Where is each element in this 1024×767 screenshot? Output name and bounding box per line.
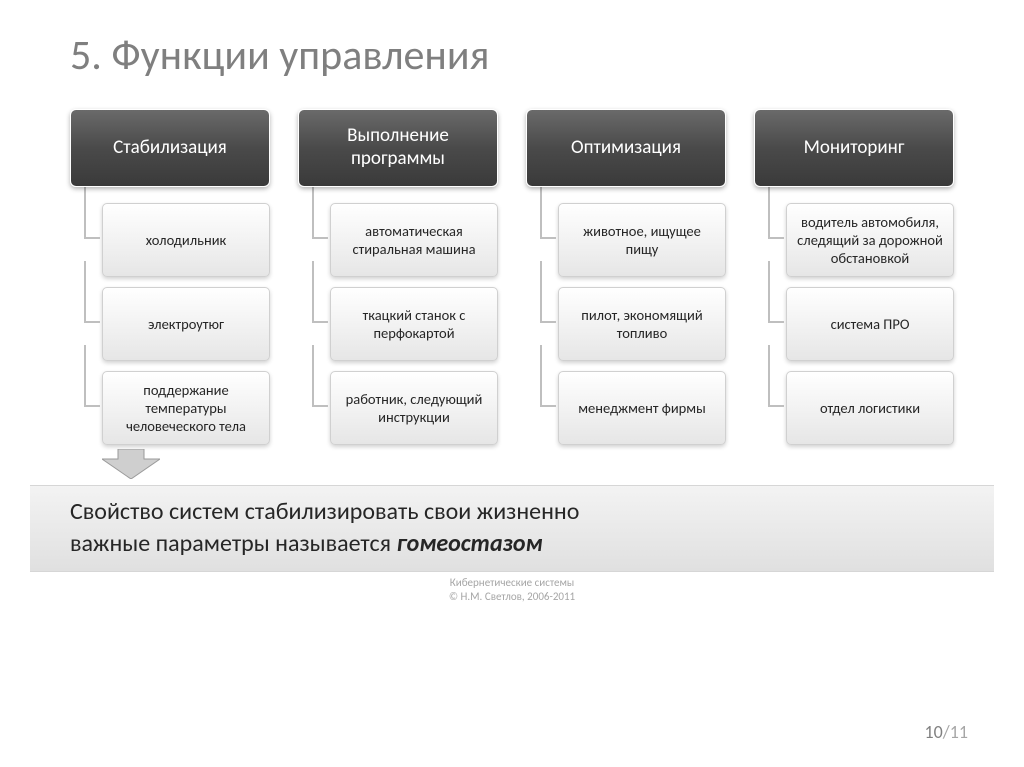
slide: 5. Функции управления Стабилизация холоди… <box>0 0 1024 479</box>
footer-definition: Свойство систем стабилизировать свои жиз… <box>30 485 994 572</box>
item-box: система ПРО <box>786 287 954 361</box>
footer-term: гомеостазом <box>396 529 542 558</box>
item-box: работник, следующий инструкции <box>330 371 498 445</box>
credit: Кибернетические системы © Н.М. Светлов, … <box>0 576 1024 605</box>
item-box: менеджмент фирмы <box>558 371 726 445</box>
item-box: животное, ищущее пищу <box>558 203 726 277</box>
item-row: электроутюг <box>84 287 270 361</box>
item-row: пилот, экономящий топливо <box>540 287 726 361</box>
arrow-down-icon <box>102 449 270 479</box>
connector-line <box>84 203 102 277</box>
column: Стабилизация холодильник электроутюг поддер… <box>70 109 270 479</box>
item-box: ткацкий станок с перфокартой <box>330 287 498 361</box>
item-row: холодильник <box>84 203 270 277</box>
connector-line <box>540 371 558 445</box>
column-header: Стабилизация <box>70 109 270 187</box>
connector-line <box>540 203 558 277</box>
item-box: холодильник <box>102 203 270 277</box>
item-box: поддержание температуры человеческого те… <box>102 371 270 445</box>
item-row: животное, ищущее пищу <box>540 203 726 277</box>
item-box: автоматическая стиральная машина <box>330 203 498 277</box>
credit-line-2: © Н.М. Светлов, 2006-2011 <box>449 590 575 603</box>
column-header: Выполнение программы <box>298 109 498 187</box>
column: Мониторинг водитель автомобиля, следящий … <box>754 109 954 479</box>
footer-text-2: важные параметры называется <box>70 529 396 558</box>
connector-line <box>312 371 330 445</box>
item-box: водитель автомобиля, следящий за дорожно… <box>786 203 954 277</box>
credit-line-1: Кибернетические системы <box>450 576 574 589</box>
item-box: отдел логистики <box>786 371 954 445</box>
page-total: /11 <box>943 721 968 743</box>
column: Выполнение программы автоматическая стира… <box>298 109 498 479</box>
item-box: электроутюг <box>102 287 270 361</box>
column-header: Мониторинг <box>754 109 954 187</box>
connector-line <box>768 203 786 277</box>
connector-line <box>768 371 786 445</box>
item-row: система ПРО <box>768 287 954 361</box>
item-row: водитель автомобиля, следящий за дорожно… <box>768 203 954 277</box>
diagram-columns: Стабилизация холодильник электроутюг поддер… <box>70 109 954 479</box>
column: Оптимизация животное, ищущее пищу пилот, э… <box>526 109 726 479</box>
page-current: 10 <box>925 721 943 743</box>
connector-line <box>768 287 786 361</box>
item-row: работник, следующий инструкции <box>312 371 498 445</box>
connector-line <box>84 371 102 445</box>
slide-title: 5. Функции управления <box>70 30 954 81</box>
item-row: поддержание температуры человеческого те… <box>84 371 270 445</box>
page-number: 10/11 <box>925 721 968 743</box>
item-row: менеджмент фирмы <box>540 371 726 445</box>
connector-line <box>540 287 558 361</box>
item-row: отдел логистики <box>768 371 954 445</box>
connector-line <box>312 287 330 361</box>
item-box: пилот, экономящий топливо <box>558 287 726 361</box>
item-row: ткацкий станок с перфокартой <box>312 287 498 361</box>
connector-line <box>84 287 102 361</box>
connector-line <box>312 203 330 277</box>
column-header: Оптимизация <box>526 109 726 187</box>
item-row: автоматическая стиральная машина <box>312 203 498 277</box>
footer-text-1: Свойство систем стабилизировать свои жиз… <box>70 497 579 526</box>
